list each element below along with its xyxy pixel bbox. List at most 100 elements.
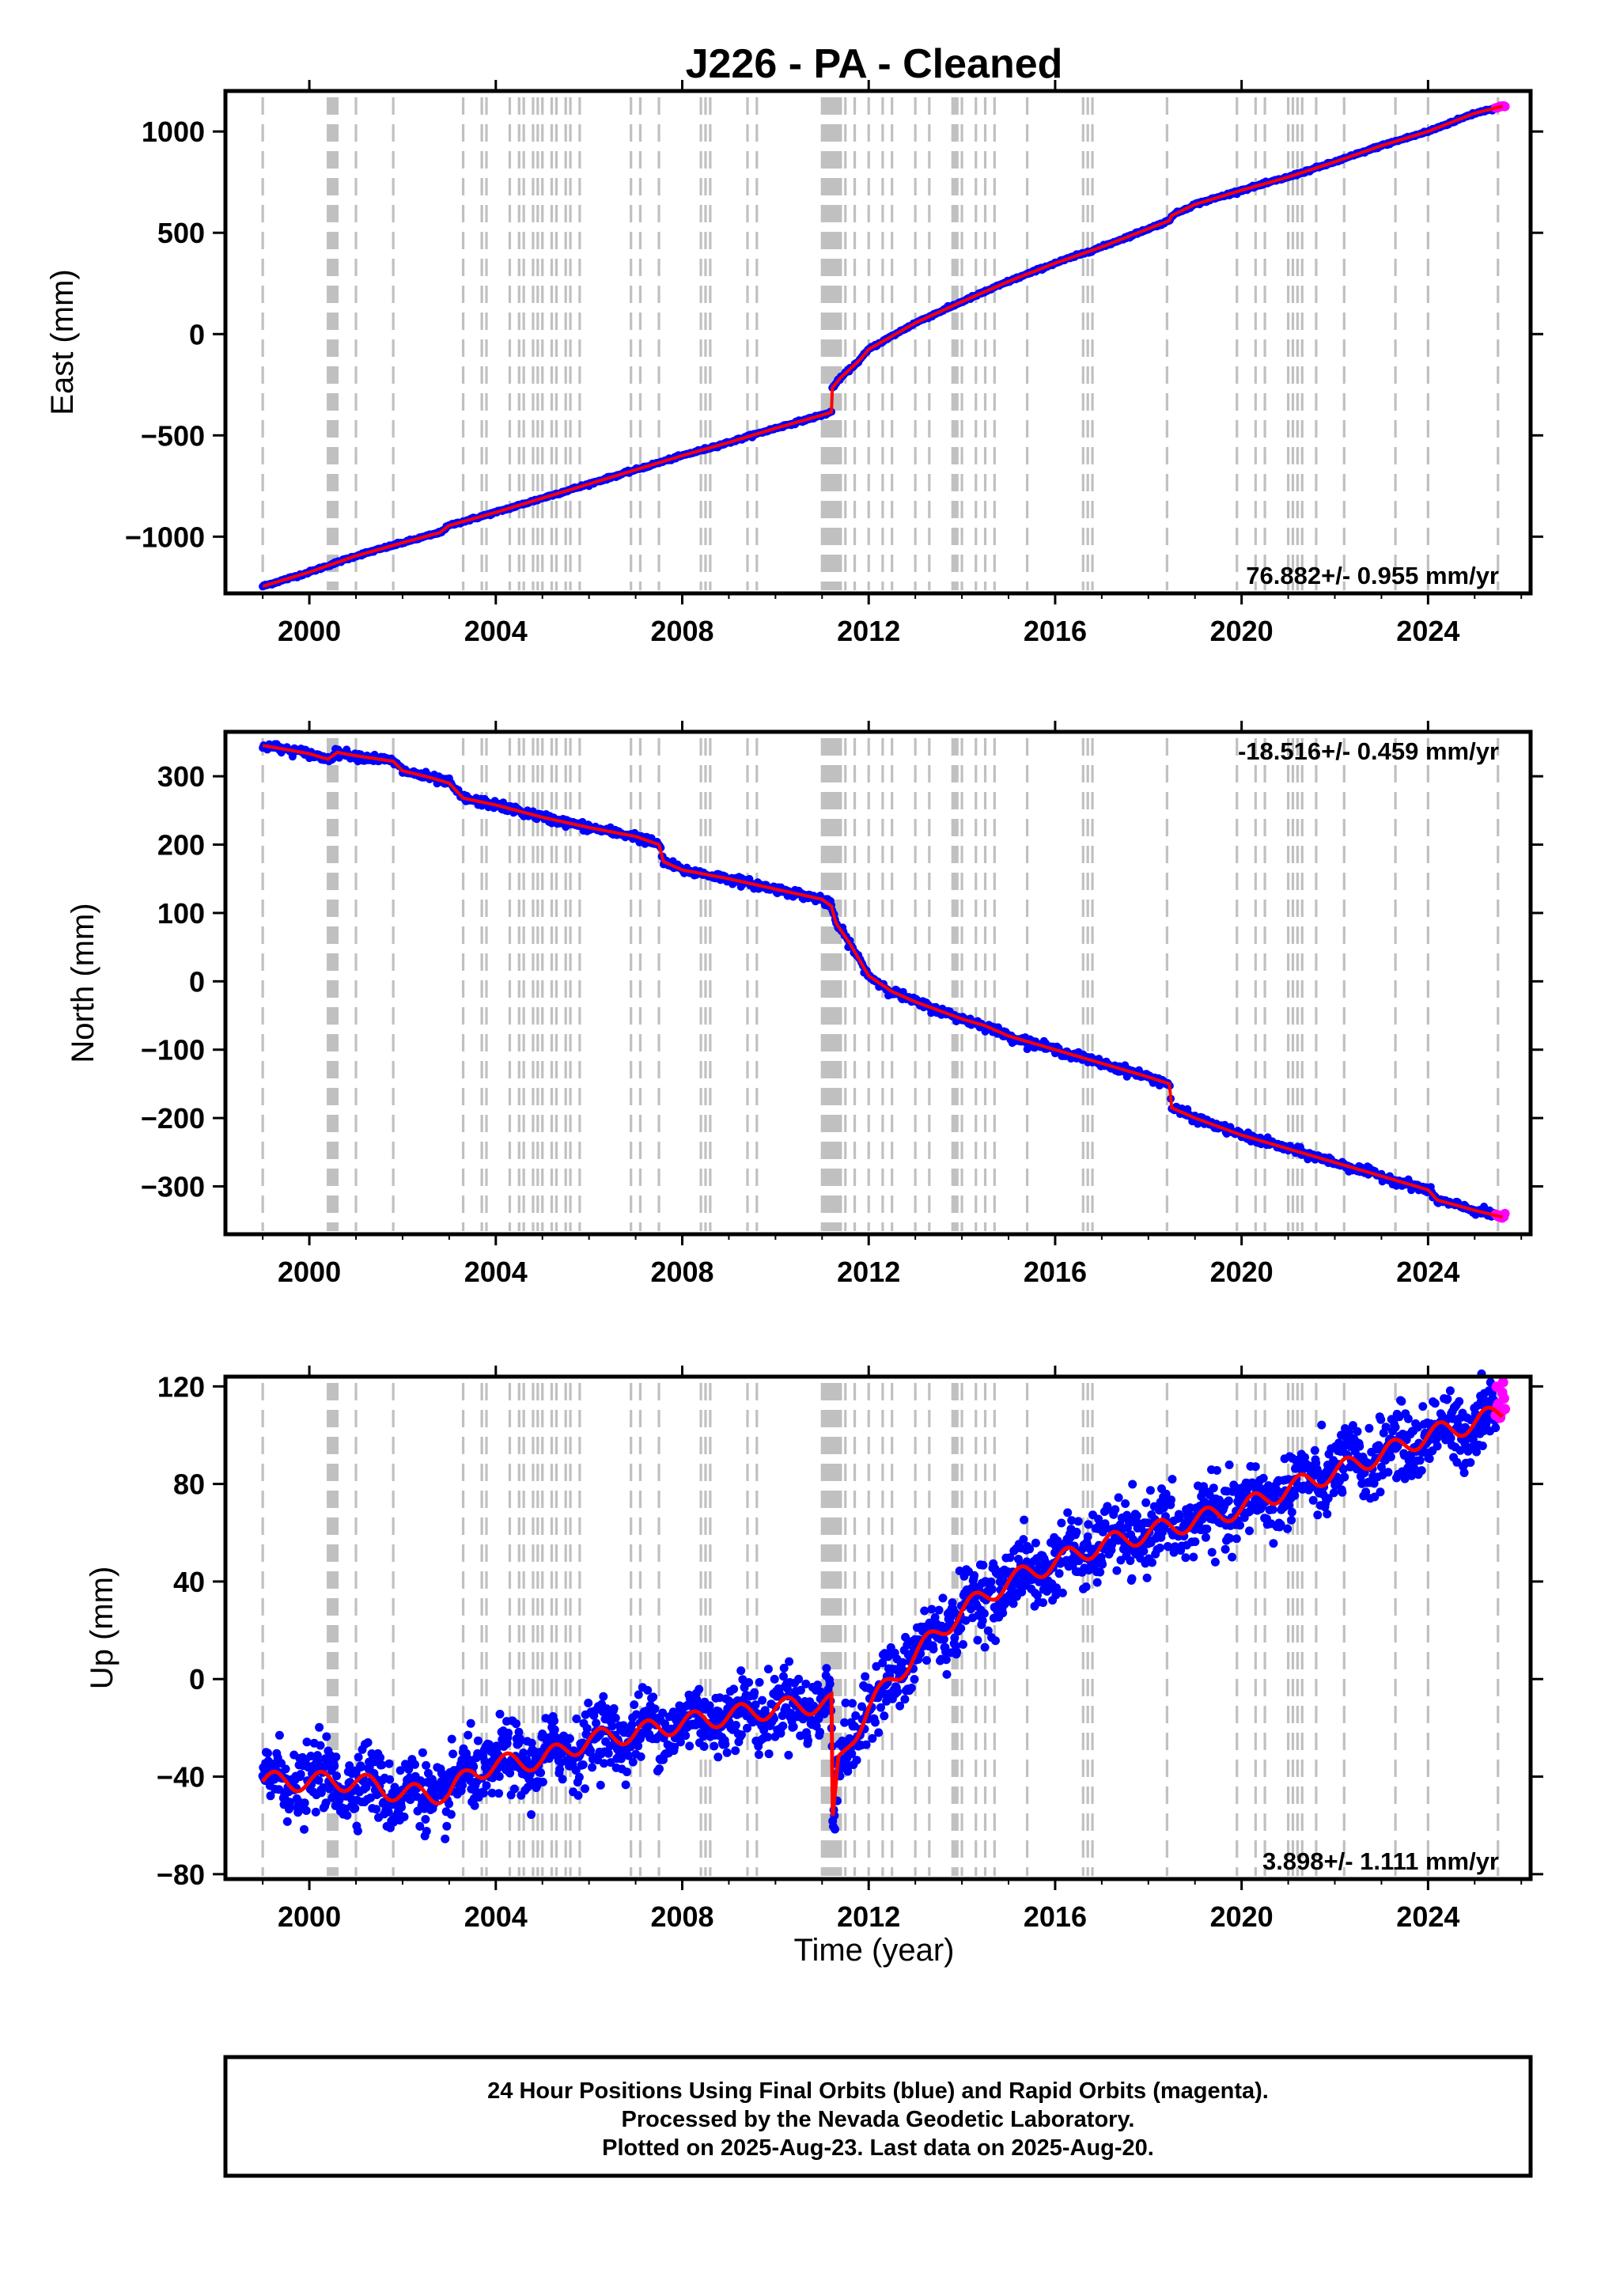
- y-tick-label: 200: [157, 829, 205, 862]
- x-tick-label: 2016: [1024, 1256, 1087, 1288]
- east-panel: 2000 2004 2008 2012 2016 2020 2024−1000−500050…: [45, 80, 1543, 647]
- east-y-axis-label: East (mm): [45, 269, 80, 415]
- data-point: [1308, 1495, 1318, 1505]
- data-point: [1155, 1544, 1164, 1552]
- data-point: [1121, 1499, 1130, 1508]
- data-point: [1207, 1548, 1217, 1557]
- north-rate-label: -18.516+/- 0.459 mm/yr: [1238, 737, 1499, 765]
- data-point: [331, 1752, 341, 1762]
- x-tick-label: 2012: [837, 615, 900, 647]
- data-point: [372, 1805, 381, 1814]
- data-point: [363, 1738, 373, 1747]
- data-point: [1141, 1498, 1151, 1507]
- data-point: [565, 1734, 574, 1743]
- data-point: [929, 1644, 938, 1654]
- data-point: [755, 1677, 764, 1687]
- data-point: [399, 1812, 409, 1821]
- data-point: [536, 1768, 546, 1778]
- data-point: [1340, 1472, 1349, 1482]
- data-point: [482, 1781, 491, 1790]
- north-final-orbit-points: [259, 740, 1500, 1221]
- data-point: [941, 1655, 951, 1665]
- data-point: [794, 1674, 804, 1684]
- data-point: [449, 1749, 458, 1759]
- data-point: [710, 1741, 719, 1751]
- data-point: [581, 1784, 589, 1794]
- y-tick-label: −300: [141, 1171, 205, 1203]
- data-point: [315, 1722, 324, 1732]
- data-point: [763, 1665, 773, 1674]
- data-point: [550, 1725, 559, 1734]
- data-point: [538, 1777, 547, 1786]
- data-point: [1251, 1462, 1260, 1472]
- x-tick-label: 2020: [1210, 615, 1274, 647]
- data-point: [584, 1699, 593, 1707]
- data-point: [1353, 1426, 1362, 1436]
- data-point: [558, 1775, 567, 1784]
- data-point: [731, 1746, 740, 1756]
- data-point: [910, 1675, 919, 1684]
- data-point: [778, 1722, 788, 1730]
- data-point: [643, 1685, 653, 1695]
- data-point: [509, 1784, 519, 1794]
- data-point: [1020, 1515, 1029, 1525]
- data-point: [852, 1756, 861, 1765]
- data-point: [754, 1750, 763, 1760]
- data-point: [628, 1757, 638, 1767]
- data-point: [861, 1672, 870, 1681]
- data-point: [611, 1714, 620, 1722]
- x-tick-label: 2008: [650, 615, 713, 647]
- east-rate-label: 76.882+/- 0.955 mm/yr: [1246, 562, 1499, 589]
- data-point: [343, 1811, 352, 1820]
- data-point: [1232, 1534, 1241, 1544]
- north-panel: 2000 2004 2008 2012 2016 2020 2024−300−200−100…: [66, 721, 1543, 1288]
- data-point: [1142, 1573, 1152, 1582]
- data-point: [578, 1760, 588, 1769]
- data-point: [470, 1801, 479, 1810]
- data-point: [1139, 1547, 1149, 1555]
- y-tick-label: 500: [157, 217, 205, 249]
- data-point: [300, 1798, 309, 1808]
- data-point: [263, 1749, 272, 1758]
- x-tick-label: 2008: [650, 1256, 713, 1288]
- data-point: [634, 1690, 643, 1699]
- data-point: [920, 1606, 929, 1616]
- data-point: [1287, 1507, 1296, 1517]
- data-point: [938, 1593, 948, 1603]
- data-point: [973, 1635, 982, 1645]
- data-point: [385, 1775, 395, 1784]
- north-y-axis-label: North (mm): [66, 903, 100, 1063]
- data-point: [1072, 1527, 1081, 1536]
- data-point: [804, 1736, 813, 1745]
- data-point: [1132, 1511, 1141, 1521]
- data-point: [1201, 1533, 1210, 1542]
- data-point: [978, 1560, 988, 1570]
- data-point: [729, 1684, 739, 1694]
- data-point: [1228, 1552, 1237, 1562]
- data-point: [1323, 1510, 1332, 1519]
- x-tick-label: 2016: [1024, 615, 1087, 647]
- data-point: [574, 1772, 584, 1782]
- data-point: [592, 1718, 601, 1728]
- data-point: [1054, 1569, 1064, 1578]
- data-point: [956, 1623, 966, 1633]
- data-point: [1210, 1557, 1220, 1567]
- data-point: [1126, 1556, 1135, 1566]
- data-point: [1213, 1466, 1221, 1475]
- data-point: [750, 1688, 759, 1697]
- data-point: [893, 1687, 903, 1696]
- data-point: [871, 1718, 880, 1727]
- data-point: [1031, 1538, 1040, 1548]
- data-point: [934, 1605, 944, 1615]
- data-point: [332, 1771, 341, 1781]
- data-point: [861, 1740, 871, 1749]
- data-point: [495, 1710, 505, 1718]
- data-point: [825, 1680, 835, 1688]
- data-point: [650, 1704, 660, 1714]
- data-point: [441, 1834, 450, 1843]
- data-point: [494, 1789, 504, 1798]
- data-point: [1092, 1578, 1102, 1587]
- data-point: [1181, 1553, 1190, 1563]
- data-point: [582, 1724, 592, 1733]
